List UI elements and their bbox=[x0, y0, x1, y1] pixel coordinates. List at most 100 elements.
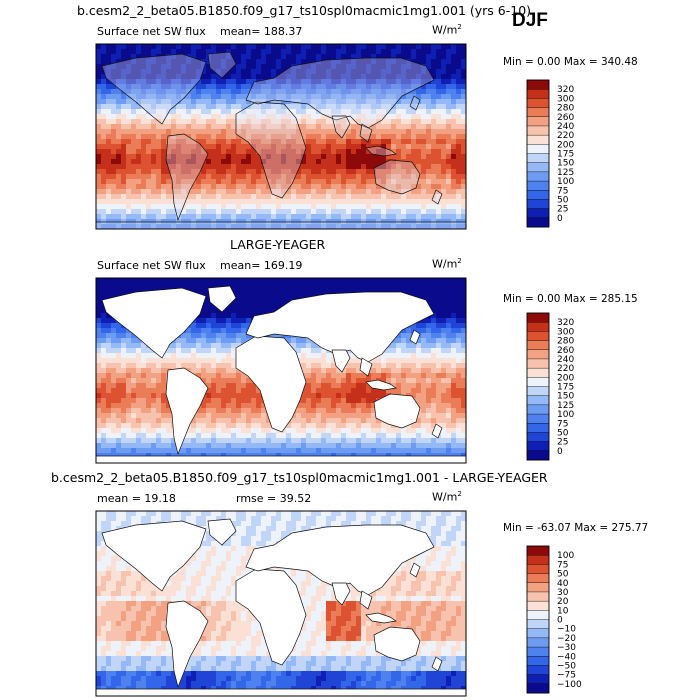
map-cell bbox=[421, 129, 427, 135]
map-cell bbox=[121, 84, 127, 90]
map-cell bbox=[96, 303, 102, 309]
map-cell bbox=[341, 114, 347, 120]
map-cell bbox=[306, 189, 312, 195]
map-cell bbox=[106, 343, 112, 349]
map-cell bbox=[136, 84, 142, 90]
map-cell bbox=[101, 393, 107, 399]
map-cell bbox=[266, 89, 272, 95]
map-cell bbox=[201, 333, 207, 339]
map-cell bbox=[106, 94, 112, 100]
map-cell bbox=[216, 348, 222, 354]
map-cell bbox=[131, 224, 137, 229]
map-cell bbox=[216, 308, 222, 314]
map-cell bbox=[371, 204, 377, 210]
map-cell bbox=[151, 139, 157, 145]
map-cell bbox=[396, 358, 402, 364]
map-cell bbox=[396, 368, 402, 374]
map-cell bbox=[126, 418, 132, 424]
map-cell bbox=[351, 49, 357, 55]
map-cell bbox=[126, 149, 132, 155]
map-cell bbox=[221, 423, 227, 429]
map-cell bbox=[371, 129, 377, 135]
map-cell bbox=[326, 224, 332, 229]
map-cell bbox=[421, 74, 427, 80]
map-cell bbox=[411, 49, 417, 55]
map-cell bbox=[266, 149, 272, 155]
map-cell bbox=[341, 383, 347, 389]
map-cell bbox=[171, 159, 177, 165]
map-cell bbox=[391, 214, 397, 220]
map-cell bbox=[426, 109, 432, 115]
map-cell bbox=[106, 388, 112, 394]
map-cell bbox=[271, 59, 277, 65]
map-cell bbox=[391, 129, 397, 135]
map-cell bbox=[296, 154, 302, 160]
map-cell bbox=[166, 179, 172, 185]
map-cell bbox=[206, 84, 212, 90]
map-cell bbox=[196, 333, 202, 339]
map-cell bbox=[291, 114, 297, 120]
map-cell bbox=[461, 74, 466, 80]
map-cell bbox=[141, 373, 147, 379]
map-cell bbox=[461, 139, 466, 145]
map-cell bbox=[266, 69, 272, 75]
map-cell bbox=[221, 283, 227, 289]
map-cell bbox=[121, 169, 127, 175]
map-cell bbox=[346, 199, 352, 205]
map-cell bbox=[191, 109, 197, 115]
map-cell bbox=[311, 214, 317, 220]
map-cell bbox=[356, 398, 362, 404]
map-cell bbox=[101, 418, 107, 424]
map-cell bbox=[196, 338, 202, 344]
map-cell bbox=[451, 179, 457, 185]
map-cell bbox=[231, 124, 237, 130]
map-cell bbox=[151, 89, 157, 95]
map-cell bbox=[146, 189, 152, 195]
map-cell bbox=[451, 328, 457, 334]
map-cell bbox=[451, 318, 457, 324]
map-cell bbox=[251, 124, 257, 130]
map-cell bbox=[236, 328, 242, 334]
map-cell bbox=[321, 194, 327, 200]
map-cell bbox=[156, 214, 162, 220]
map-cell bbox=[396, 214, 402, 220]
map-cell bbox=[421, 44, 427, 50]
map-cell bbox=[401, 209, 407, 215]
map-cell bbox=[381, 139, 387, 145]
map-cell bbox=[446, 378, 452, 384]
map-cell bbox=[146, 94, 152, 100]
map-cell bbox=[341, 283, 347, 289]
map-cell bbox=[431, 293, 437, 299]
map-cell bbox=[176, 59, 182, 65]
map-cell bbox=[381, 54, 387, 60]
map-cell bbox=[256, 393, 262, 399]
map-cell bbox=[376, 64, 382, 70]
map-cell bbox=[336, 169, 342, 175]
map-cell bbox=[356, 64, 362, 70]
map-cell bbox=[436, 149, 442, 155]
map-cell bbox=[181, 114, 187, 120]
map-cell bbox=[246, 293, 252, 299]
map-cell bbox=[436, 418, 442, 424]
map-cell bbox=[246, 179, 252, 185]
map-cell bbox=[271, 124, 277, 130]
continent-africa bbox=[235, 101, 307, 199]
map-cell bbox=[361, 179, 367, 185]
map-cell bbox=[141, 403, 147, 409]
map-cell bbox=[231, 383, 237, 389]
map-cell bbox=[306, 209, 312, 215]
map-cell bbox=[191, 139, 197, 145]
map-cell bbox=[431, 303, 437, 309]
map-cell bbox=[406, 333, 412, 339]
map-cell bbox=[111, 94, 117, 100]
map-cell bbox=[401, 214, 407, 220]
map-cell bbox=[296, 84, 302, 90]
map-cell bbox=[401, 109, 407, 115]
map-cell bbox=[426, 69, 432, 75]
map-cell bbox=[121, 64, 127, 70]
map-cell bbox=[226, 189, 232, 195]
map-cell bbox=[96, 114, 102, 120]
map-cell bbox=[121, 283, 127, 289]
map-cell bbox=[331, 418, 337, 424]
map-cell bbox=[456, 44, 462, 50]
